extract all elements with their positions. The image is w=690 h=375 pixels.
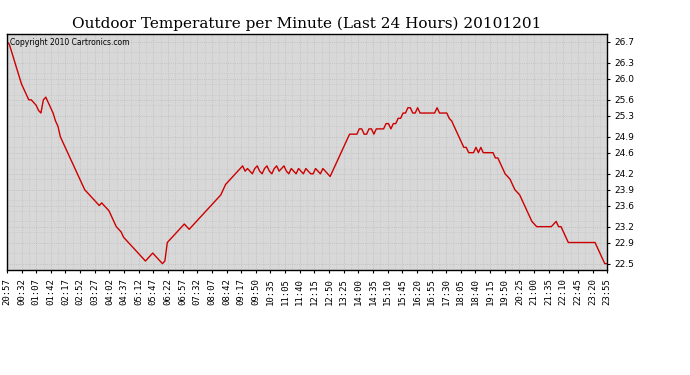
Title: Outdoor Temperature per Minute (Last 24 Hours) 20101201: Outdoor Temperature per Minute (Last 24 …: [72, 17, 542, 31]
Text: Copyright 2010 Cartronics.com: Copyright 2010 Cartronics.com: [10, 39, 130, 48]
